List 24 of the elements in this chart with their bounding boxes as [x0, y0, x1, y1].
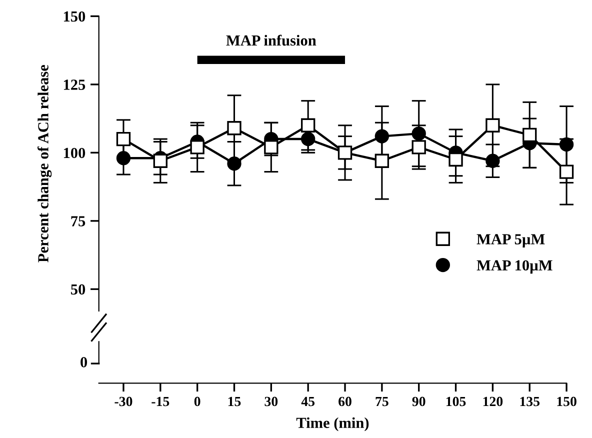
y-tick-label: 100: [64, 148, 86, 158]
x-tick-label: 105: [446, 396, 466, 406]
annotation: MAP infusion: [226, 34, 316, 46]
x-tick-label: 15: [228, 396, 241, 406]
x-tick-label: 45: [301, 396, 315, 406]
y-tick-label: 125: [64, 80, 86, 90]
x-tick-label: 150: [557, 396, 576, 406]
y-axis-title: Percent change of ACh release: [38, 64, 52, 262]
x-axis-title: Time (min): [296, 417, 369, 432]
x-tick-label: 90: [412, 396, 426, 406]
x-tick-label: 60: [338, 396, 352, 406]
x-tick-label: 0: [194, 396, 200, 406]
x-tick-label: 120: [483, 396, 503, 406]
y-tick-label: 75: [71, 216, 86, 226]
x-tick-label: -15: [152, 396, 170, 406]
x-tick-label: 135: [520, 396, 540, 406]
legend-label: MAP 5µM: [476, 234, 545, 248]
x-tick-label: 75: [376, 396, 388, 406]
y-tick-label: 50: [71, 284, 86, 295]
y-tick-label: 150: [64, 11, 86, 22]
legend-label: MAP 10µM: [476, 260, 552, 274]
x-tick-label: 30: [264, 396, 278, 406]
x-tick-label: -30: [114, 396, 132, 406]
text: 0: [80, 357, 88, 368]
